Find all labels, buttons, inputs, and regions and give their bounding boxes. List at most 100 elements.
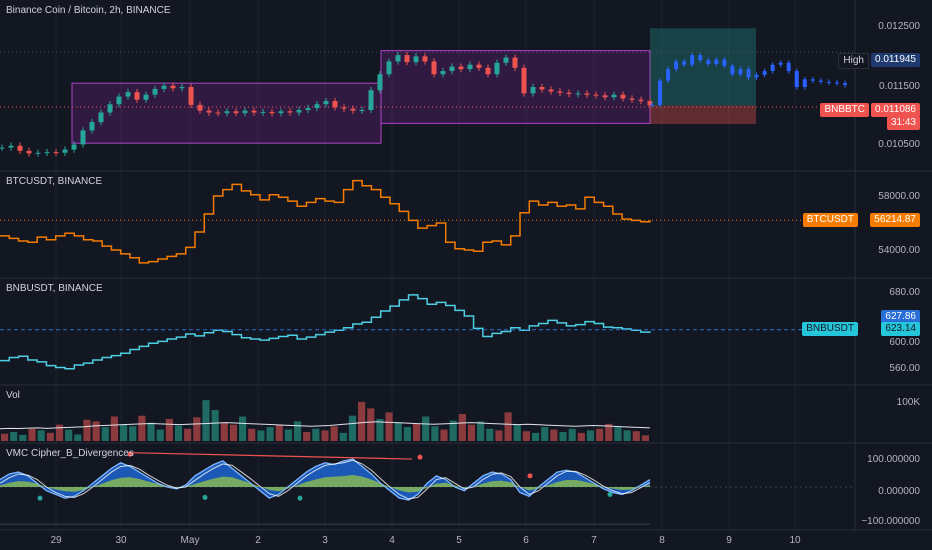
vmc-divergence-line bbox=[129, 452, 413, 460]
candle bbox=[107, 104, 113, 113]
vmc-sell-dot bbox=[527, 473, 533, 479]
volume-bar bbox=[449, 420, 457, 441]
candle bbox=[539, 87, 545, 90]
vol-pane-title: Vol bbox=[6, 390, 20, 401]
candle bbox=[26, 150, 32, 154]
btc-pane-title: BTCUSDT, BINANCE bbox=[6, 176, 103, 187]
candle bbox=[485, 67, 491, 75]
bnbbtc-tag-symbol: BNBBTC bbox=[820, 103, 869, 117]
volume-bar bbox=[65, 429, 73, 441]
candle bbox=[98, 112, 104, 123]
candle bbox=[242, 110, 248, 114]
vmc-ytick: −100.000000 bbox=[861, 516, 920, 527]
candle bbox=[647, 101, 653, 106]
volume-bar bbox=[596, 428, 604, 441]
volume-bar bbox=[165, 418, 173, 441]
candle bbox=[575, 93, 581, 95]
volume-bar bbox=[83, 419, 91, 441]
candle bbox=[341, 107, 347, 109]
vmc-buy-dot bbox=[297, 495, 303, 501]
volume-bar bbox=[339, 432, 347, 441]
btc-ytick: 58000.00 bbox=[878, 191, 920, 202]
volume-bar bbox=[568, 428, 576, 441]
projection-candle bbox=[650, 104, 654, 106]
candle bbox=[44, 152, 50, 154]
volume-bar bbox=[614, 427, 622, 441]
bnb-ytick: 600.00 bbox=[889, 337, 920, 348]
candle bbox=[80, 130, 86, 145]
candle bbox=[638, 99, 644, 102]
volume-bar bbox=[257, 430, 265, 441]
volume-bar bbox=[348, 415, 357, 441]
vmc-money-flow bbox=[0, 474, 650, 493]
projection-candle bbox=[730, 65, 735, 75]
volume-bar bbox=[385, 412, 393, 441]
x-tick: 7 bbox=[591, 535, 597, 546]
candle bbox=[224, 111, 230, 114]
volume-bar bbox=[403, 427, 411, 441]
volume-bar bbox=[229, 424, 238, 441]
btc-tag-symbol: BTCUSDT bbox=[802, 213, 858, 227]
volume-bar bbox=[129, 426, 137, 441]
volume-bar bbox=[156, 429, 164, 441]
projection-candle bbox=[770, 64, 775, 72]
projection-candle bbox=[674, 61, 679, 70]
bnb-ytick: 560.00 bbox=[889, 363, 920, 374]
candle bbox=[350, 108, 356, 111]
bnb-line-tag: 627.86 bbox=[881, 310, 920, 324]
x-tick: 3 bbox=[322, 535, 328, 546]
projection-candle bbox=[818, 80, 823, 82]
volume-bar bbox=[284, 429, 292, 441]
volume-bar bbox=[211, 409, 219, 441]
vmc-ytick: 0.000000 bbox=[878, 486, 920, 497]
candle bbox=[296, 109, 302, 113]
projection-candle bbox=[690, 55, 695, 65]
projection-candle bbox=[698, 55, 703, 61]
projection-candle bbox=[738, 69, 743, 75]
candle bbox=[152, 88, 158, 95]
candle bbox=[521, 67, 527, 94]
x-tick: 9 bbox=[726, 535, 732, 546]
volume-bar bbox=[440, 429, 448, 441]
volume-bar bbox=[193, 417, 201, 441]
candle bbox=[467, 64, 473, 70]
candle bbox=[323, 101, 329, 105]
candle bbox=[260, 111, 266, 113]
candle bbox=[332, 101, 338, 108]
candle bbox=[17, 145, 23, 151]
candle bbox=[503, 57, 509, 63]
candle bbox=[215, 112, 221, 114]
projection-candle bbox=[706, 60, 711, 65]
projection-candle bbox=[826, 81, 831, 83]
candle bbox=[62, 149, 68, 153]
volume-bar bbox=[541, 427, 549, 441]
volume-bar bbox=[367, 408, 375, 441]
projection-candle bbox=[666, 69, 671, 81]
x-tick: 4 bbox=[389, 535, 395, 546]
candle bbox=[413, 56, 419, 63]
candle bbox=[179, 87, 185, 89]
volume-bar bbox=[330, 426, 338, 441]
candle bbox=[269, 111, 275, 114]
x-tick: 10 bbox=[789, 535, 801, 546]
candle bbox=[422, 56, 428, 62]
volume-bar bbox=[394, 422, 402, 441]
candle bbox=[206, 110, 212, 113]
volume-bar bbox=[101, 427, 109, 441]
volume-bar bbox=[1, 433, 9, 441]
volume-bar bbox=[376, 418, 384, 441]
main-ytick: 0.010500 bbox=[878, 139, 920, 150]
volume-bar bbox=[577, 432, 585, 441]
candle bbox=[602, 95, 608, 98]
volume-bar bbox=[120, 424, 128, 441]
projection-candle bbox=[834, 82, 839, 84]
volume-bar bbox=[586, 430, 595, 441]
candle bbox=[188, 87, 194, 105]
candle bbox=[395, 55, 401, 62]
volume-bar bbox=[477, 421, 485, 441]
candle bbox=[512, 57, 518, 68]
candle bbox=[449, 66, 455, 72]
volume-bar bbox=[321, 430, 329, 441]
volume-bar bbox=[28, 428, 36, 441]
